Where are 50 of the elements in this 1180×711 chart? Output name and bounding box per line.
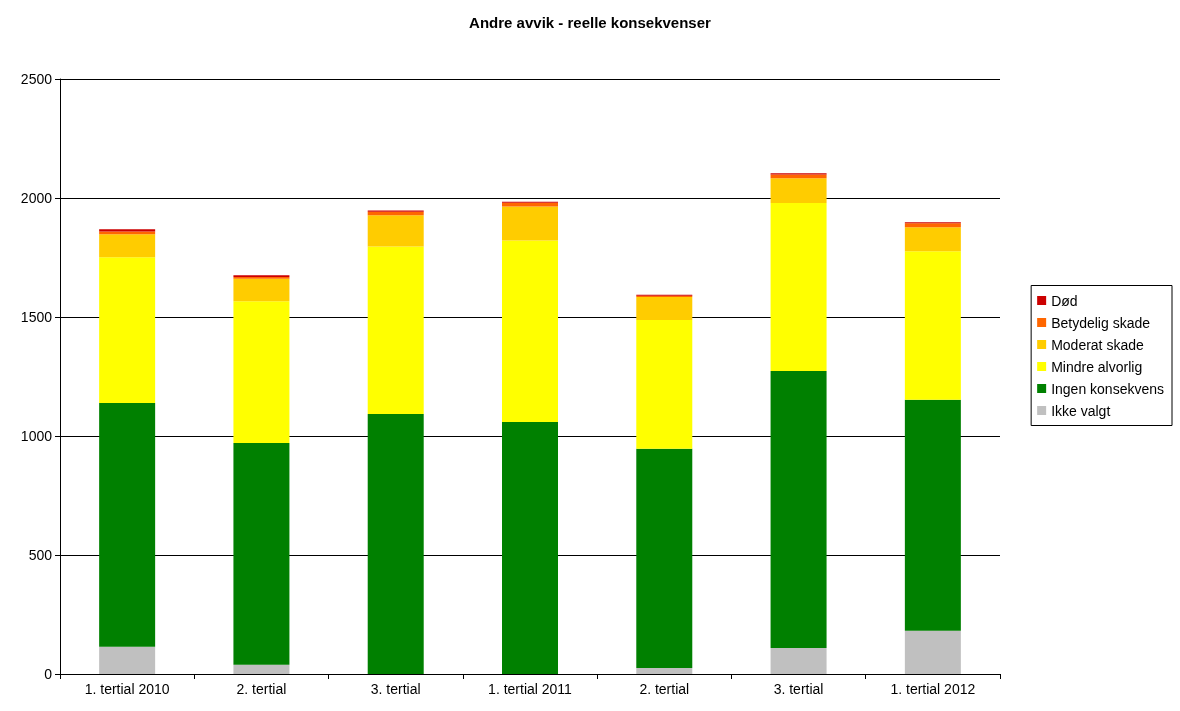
bar (233, 664, 290, 674)
bar (636, 668, 693, 674)
bar (99, 402, 156, 647)
y-tick-label: 500 (28, 547, 53, 563)
bar (502, 206, 558, 241)
bar (502, 421, 558, 674)
bar (770, 648, 827, 674)
x-tick-label: 1. tertial 2011 (488, 681, 573, 697)
bar (770, 203, 827, 372)
x-tick-label: 1. tertial 2010 (84, 681, 170, 697)
legend-label: Ikke valgt (1051, 402, 1111, 419)
y-tick-label: 1500 (20, 309, 53, 325)
legend-label: Moderat skade (1051, 336, 1144, 353)
y-tick-label: 1000 (20, 428, 53, 444)
x-tick-label: 3. tertial (370, 681, 421, 697)
bar (367, 246, 424, 415)
bar (233, 278, 290, 302)
bar (367, 211, 424, 216)
x-tick-label: 2. tertial (236, 681, 287, 697)
bar (770, 174, 827, 179)
bar (636, 448, 693, 669)
bar (99, 257, 156, 403)
legend-label: Død (1051, 292, 1078, 309)
x-tick-label: 2. tertial (639, 681, 690, 697)
bar (904, 630, 961, 674)
bar (770, 178, 827, 203)
legend-label: Mindre alvorlig (1051, 358, 1143, 375)
bar (233, 442, 290, 665)
bar (502, 202, 558, 207)
bar (99, 234, 156, 258)
y-tick-label: 0 (44, 666, 53, 682)
y-tick-label: 2500 (20, 71, 53, 87)
y-tick-label: 2000 (20, 190, 53, 206)
bar (367, 414, 424, 674)
bar (636, 297, 693, 321)
bar (233, 301, 290, 443)
bar (502, 240, 558, 422)
bar (904, 399, 961, 631)
x-tick-label: 3. tertial (773, 681, 824, 697)
bar (904, 251, 961, 400)
x-tick-label: 1. tertial 2012 (890, 681, 976, 697)
legend-label: Ingen konsekvens (1051, 380, 1164, 397)
chart-title: Andre avvik - reelle konsekvenser (469, 14, 712, 31)
legend-label: Betydelig skade (1051, 314, 1151, 331)
bar (904, 227, 961, 252)
bar (636, 320, 693, 449)
bar (770, 371, 827, 649)
bar (904, 223, 961, 228)
bar (367, 215, 424, 247)
bar (99, 646, 156, 674)
